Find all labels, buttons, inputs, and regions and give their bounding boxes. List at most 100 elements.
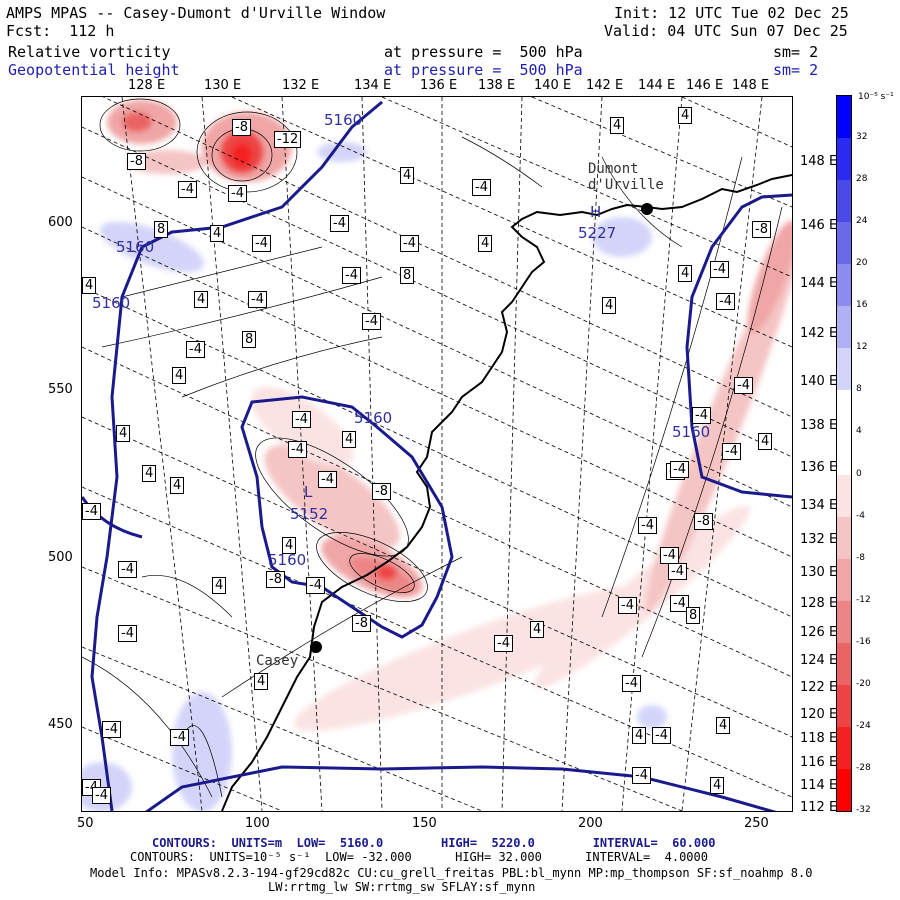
lat-label: 128 E <box>800 596 838 611</box>
lon-label: 128 E <box>128 78 166 93</box>
colorbar-segment <box>837 642 851 685</box>
vorticity-box-label: 4 <box>710 777 725 794</box>
colorbar-label: -20 <box>856 678 871 689</box>
vorticity-box-label: -4 <box>710 261 729 278</box>
x-tick: 100 <box>245 816 270 831</box>
lat-label: 134 E <box>800 498 838 513</box>
colorbar-segment <box>837 558 851 601</box>
vorticity-box-label: 4 <box>342 431 357 448</box>
colorbar-segment <box>837 306 851 349</box>
vorticity-shading <box>82 100 792 811</box>
vorticity-box-label: -4 <box>722 443 741 460</box>
colorbar-segment <box>837 180 851 223</box>
vorticity-box-label: 4 <box>678 107 693 124</box>
colorbar-label: -8 <box>856 552 865 563</box>
colorbar-segment <box>837 264 851 307</box>
dumont-durville-label: Dumont d'Urville <box>588 161 664 193</box>
colorbar-label: 8 <box>856 384 862 395</box>
gh-label: 5160 <box>324 111 363 129</box>
vorticity-box-label: -8 <box>232 119 251 136</box>
y-tick: 500 <box>48 550 73 565</box>
lon-label: 146 E <box>686 78 724 93</box>
vorticity-box-label: 4 <box>142 465 157 482</box>
colorbar-label: -4 <box>856 510 865 521</box>
gh-contour-info: CONTOURS: UNITS=m LOW= 5160.0 HIGH= 5220… <box>152 836 716 850</box>
colorbar-label: 12 <box>856 342 868 353</box>
colorbar-label: 24 <box>856 216 868 227</box>
lon-label: 130 E <box>204 78 242 93</box>
lon-label: 148 E <box>732 78 770 93</box>
vorticity-box-label: -4 <box>734 377 753 394</box>
vorticity-box-label: -4 <box>632 767 651 784</box>
colorbar-segment <box>837 222 851 265</box>
colorbar-segment <box>837 684 851 727</box>
colorbar-label: -12 <box>856 594 871 605</box>
field2-name: Geopotential height <box>8 61 180 79</box>
gh-label: 5160 <box>672 423 711 441</box>
colorbar-segment <box>837 768 851 811</box>
vorticity-box-label: -4 <box>362 313 381 330</box>
gh-label: 5160 <box>354 409 393 427</box>
lon-label: 140 E <box>534 78 572 93</box>
high-center-marker: H <box>590 203 602 221</box>
x-tick: 200 <box>578 816 603 831</box>
lon-label: 138 E <box>478 78 516 93</box>
vorticity-box-label: -8 <box>127 153 146 170</box>
vorticity-box-label: -4 <box>638 517 657 534</box>
colorbar-label: -32 <box>856 805 871 815</box>
y-tick: 550 <box>48 382 73 397</box>
colorbar-label: 0 <box>856 468 862 479</box>
low-center-value: 5152 <box>290 505 329 523</box>
gh-label: 5160 <box>116 238 155 256</box>
vorticity-box-label: -4 <box>118 625 137 642</box>
vorticity-box-label: 4 <box>632 727 647 744</box>
colorbar-label: 28 <box>856 174 868 185</box>
lat-label: 132 E <box>800 532 838 547</box>
field1-name: Relative vorticity <box>8 43 171 61</box>
lat-label: 116 E <box>800 755 838 770</box>
lon-label: 132 E <box>282 78 320 93</box>
vorticity-box-label: -4 <box>102 721 121 738</box>
lat-label: 144 E <box>800 276 838 291</box>
field2-level: at pressure = 500 hPa <box>384 61 583 79</box>
x-tick: 150 <box>412 816 437 831</box>
low-center-marker: L <box>304 483 313 501</box>
vorticity-box-label: 4 <box>82 277 97 294</box>
vorticity-box-label: 4 <box>400 167 415 184</box>
gh-label: 5160 <box>268 551 307 569</box>
vorticity-box-label: -4 <box>400 235 419 252</box>
lat-label: 112 E <box>800 800 838 815</box>
dumont-station-marker[interactable] <box>641 203 653 215</box>
high-center-value: 5227 <box>578 224 617 242</box>
forecast-hour: Fcst: 112 h <box>6 22 115 40</box>
x-tick: 50 <box>77 816 94 831</box>
model-info: Model Info: MPASv8.2.3-194-gf29cd82c CU:… <box>90 866 813 880</box>
field2-smoothing: sm= 2 <box>773 61 819 79</box>
lat-label: 148 E <box>800 154 838 169</box>
lat-label: 126 E <box>800 625 838 640</box>
colorbar-segment <box>837 390 851 433</box>
colorbar-segment <box>837 96 851 139</box>
vorticity-box-label: -4 <box>186 341 205 358</box>
colorbar-segment <box>837 348 851 391</box>
vorticity-box-label: -4 <box>306 577 325 594</box>
lat-label: 136 E <box>800 460 838 475</box>
colorbar-segment <box>837 516 851 559</box>
vorticity-box-label: 4 <box>172 367 187 384</box>
vorticity-box-label: -4 <box>318 471 337 488</box>
colorbar-units: 10⁻⁵ s⁻¹ <box>858 92 894 102</box>
vorticity-box-label: -4 <box>170 729 189 746</box>
valid-time: Valid: 04 UTC Sun 07 Dec 25 <box>604 22 848 40</box>
model-info-2: LW:rrtmg_lw SW:rrtmg_sw SFLAY:sf_mynn <box>268 880 536 894</box>
map-panel[interactable]: H 5227 L 5152 5160 5160 5160 5160 5160 5… <box>81 96 793 812</box>
map-canvas <box>82 97 792 811</box>
lon-label: 142 E <box>586 78 624 93</box>
plot-title: AMPS MPAS -- Casey-Dumont d'Urville Wind… <box>6 4 386 22</box>
init-time: Init: 12 UTC Tue 02 Dec 25 <box>614 4 849 22</box>
colorbar-label: -28 <box>856 762 871 773</box>
casey-station-marker[interactable] <box>310 641 322 653</box>
colorbar-segment <box>837 474 851 517</box>
colorbar-label: -16 <box>856 636 871 647</box>
vorticity-box-label: 4 <box>610 117 625 134</box>
vorticity-box-label: -4 <box>692 407 711 424</box>
